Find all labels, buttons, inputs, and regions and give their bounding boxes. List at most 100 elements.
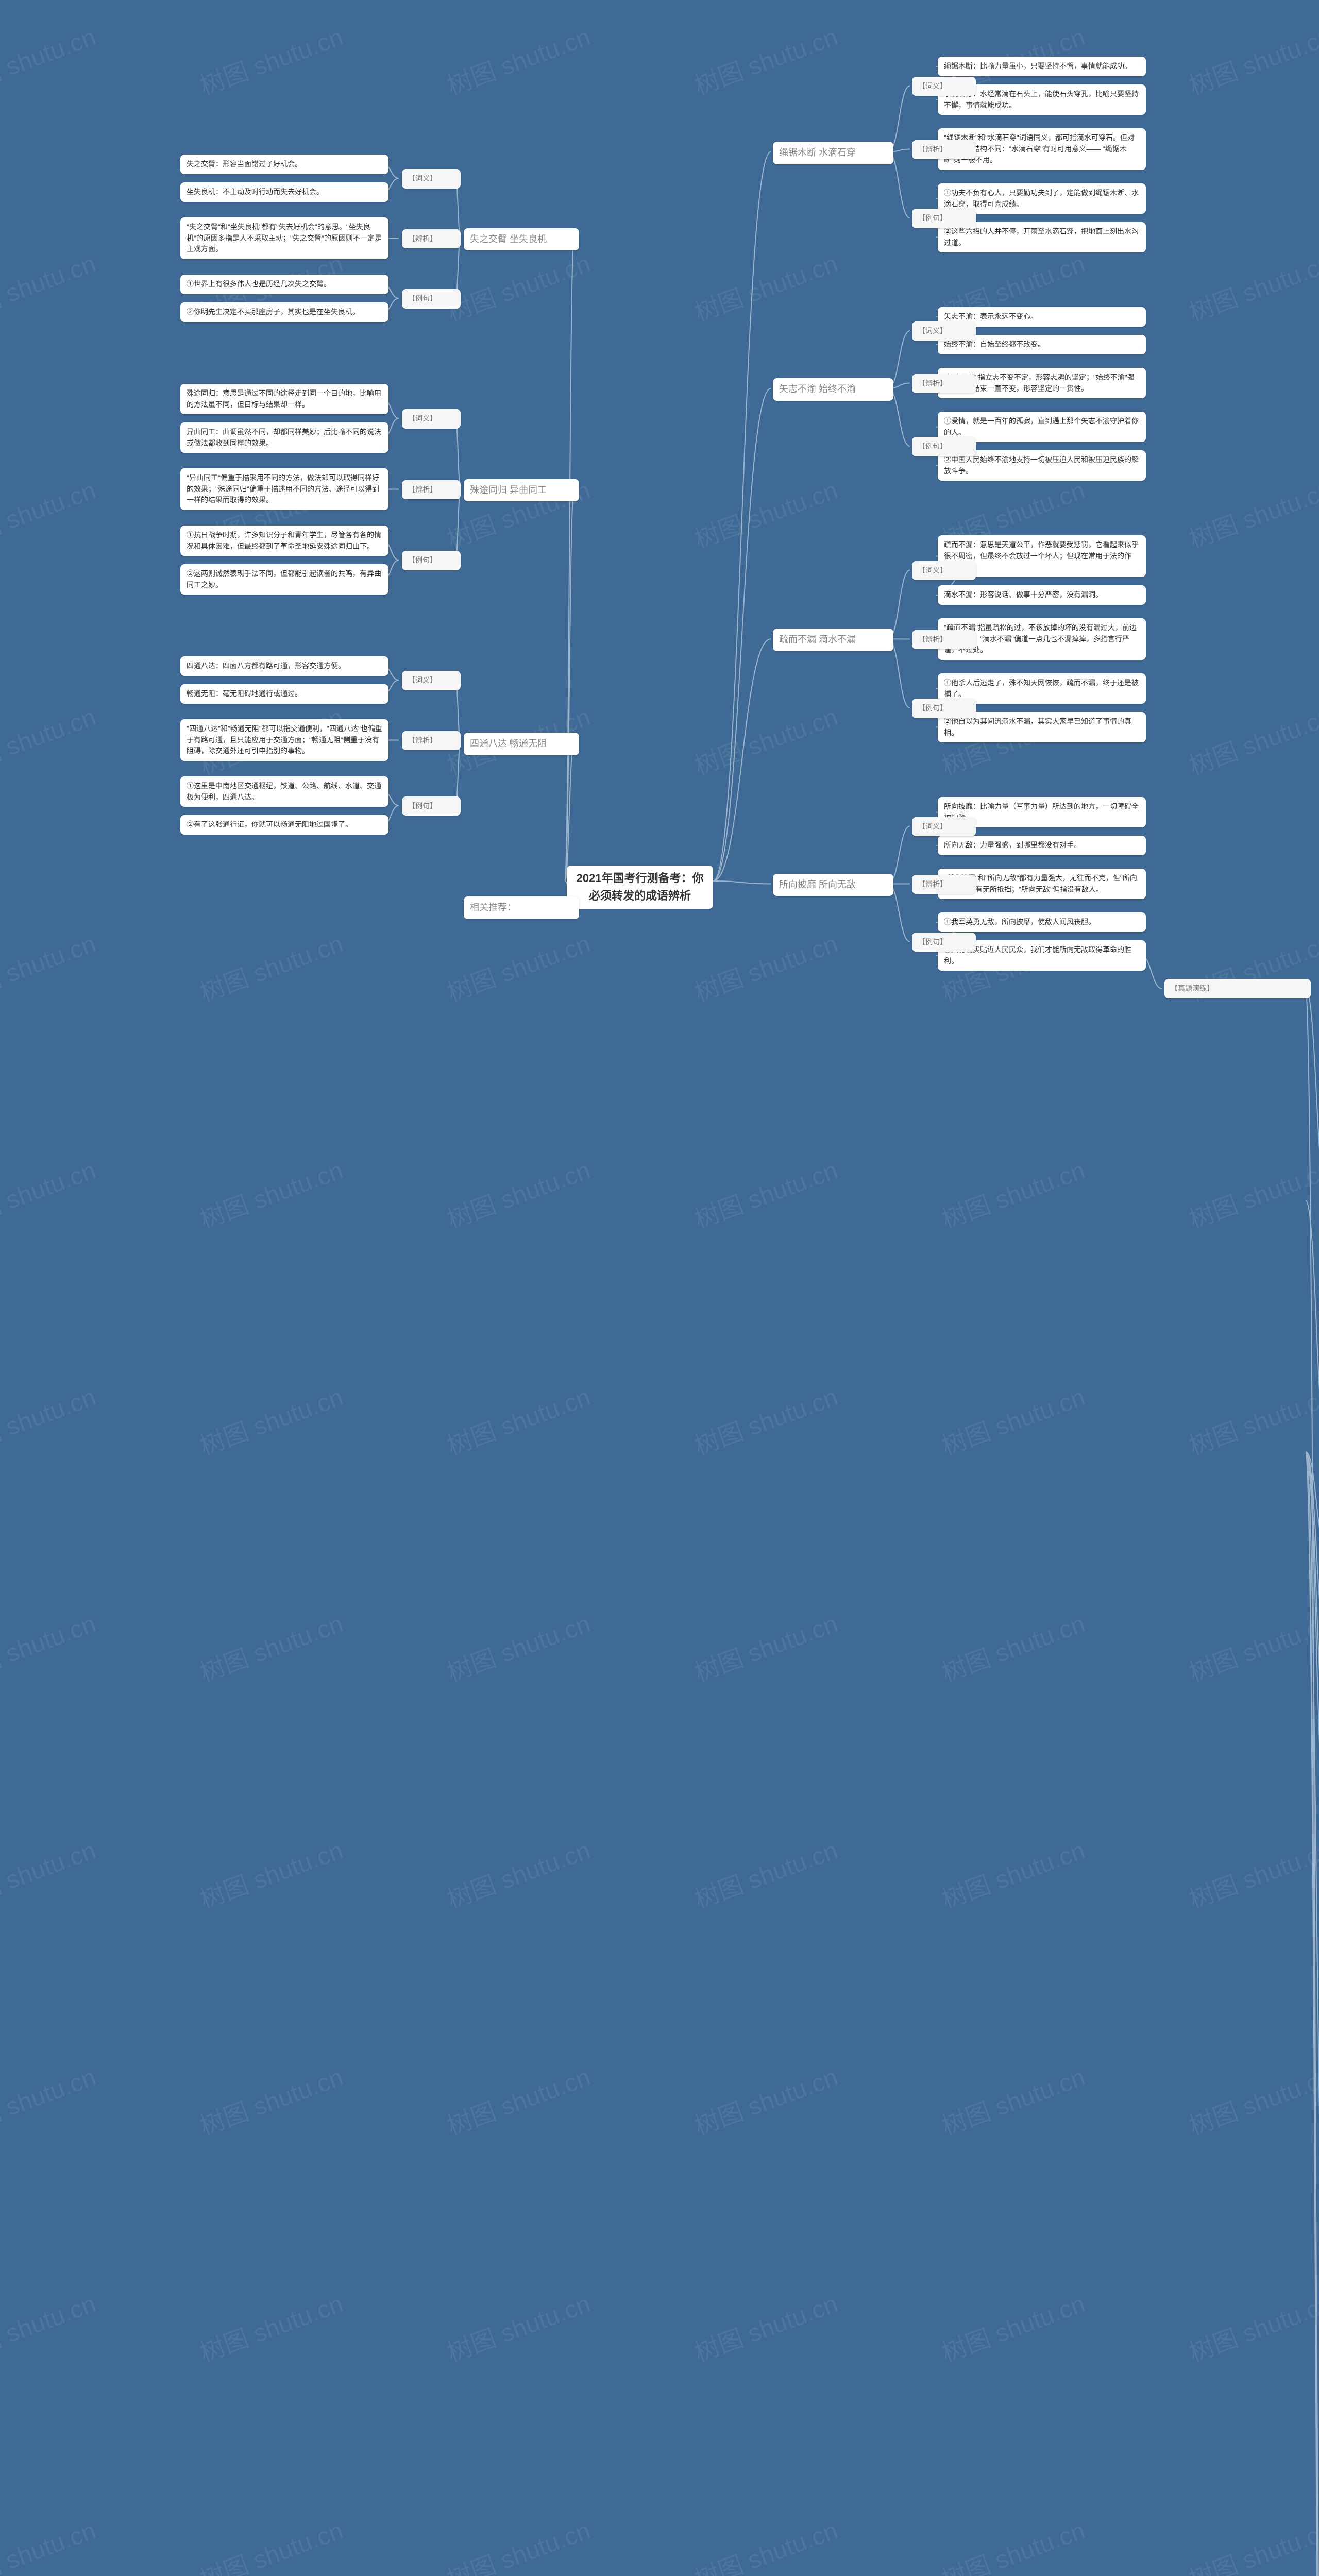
watermark: 树图 shutu.cn [442, 2283, 595, 2368]
watermark: 树图 shutu.cn [936, 1377, 1089, 1462]
node-R3c: 【例句】 [912, 699, 976, 718]
watermark: 树图 shutu.cn [0, 1150, 100, 1235]
watermark: 树图 shutu.cn [194, 1377, 347, 1462]
node-L2b1: "异曲同工"偏重于描采用不同的方法，做法却可以取得同样好的效果；"殊途同归"偏重… [180, 468, 388, 510]
node-R1b: 【辨析】 [912, 140, 976, 160]
node-L1b1: "失之交臂"和"坐失良机"都有"失去好机会"的意思。"坐失良机"的原因多指是人不… [180, 217, 388, 259]
watermark: 树图 shutu.cn [442, 243, 595, 328]
node-R3a2: 滴水不漏：形容说话、做事十分严密，没有漏洞。 [938, 585, 1146, 605]
watermark: 树图 shutu.cn [194, 2057, 347, 2142]
watermark: 树图 shutu.cn [0, 1830, 100, 1915]
node-L1c2: ②你明先生决定不买那座房子，其实也是在坐失良机。 [180, 302, 388, 322]
watermark: 树图 shutu.cn [1183, 243, 1319, 328]
node-R2c: 【例句】 [912, 437, 976, 456]
watermark: 树图 shutu.cn [0, 923, 100, 1008]
node-R2a: 【词义】 [912, 321, 976, 341]
watermark: 树图 shutu.cn [689, 1150, 842, 1235]
node-L1a1: 失之交臂：形容当面错过了好机会。 [180, 155, 388, 174]
node-L1b: 【辨析】 [402, 229, 461, 249]
node-L2a2: 异曲同工：曲调虽然不同，却都同样美妙；后比喻不同的说法或做法都收到同样的效果。 [180, 422, 388, 453]
watermark: 树图 shutu.cn [689, 1830, 842, 1915]
watermark: 树图 shutu.cn [689, 470, 842, 555]
node-R1a1: 绳锯木断：比喻力量虽小，只要坚持不懈，事情就能成功。 [938, 57, 1146, 76]
watermark: 树图 shutu.cn [689, 923, 842, 1008]
watermark: 树图 shutu.cn [0, 2510, 100, 2576]
watermark: 树图 shutu.cn [689, 1377, 842, 1462]
node-R1: 绳锯木断 水滴石穿 [773, 142, 893, 164]
watermark: 树图 shutu.cn [936, 2283, 1089, 2368]
node-L3a: 【词义】 [402, 671, 461, 690]
node-L1a: 【词义】 [402, 169, 461, 189]
watermark: 树图 shutu.cn [0, 2283, 100, 2368]
watermark: 树图 shutu.cn [689, 697, 842, 782]
node-L2c: 【例句】 [402, 551, 461, 570]
watermark: 树图 shutu.cn [689, 2057, 842, 2142]
node-L4: 相关推荐： [464, 896, 579, 919]
node-R4a: 【词义】 [912, 817, 976, 837]
node-R3a: 【词义】 [912, 561, 976, 581]
watermark: 树图 shutu.cn [0, 1603, 100, 1688]
watermark: 树图 shutu.cn [689, 243, 842, 328]
watermark: 树图 shutu.cn [442, 2510, 595, 2576]
watermark: 树图 shutu.cn [442, 1830, 595, 1915]
watermark: 树图 shutu.cn [442, 1377, 595, 1462]
node-R2b: 【辨析】 [912, 374, 976, 394]
node-L2a1: 殊途同归：意思是通过不同的途径走到同一个目的地，比喻用的方法虽不同，但目标与结果… [180, 384, 388, 414]
watermark: 树图 shutu.cn [1183, 2283, 1319, 2368]
node-L3a1: 四通八达：四面八方都有路可通，形容交通方便。 [180, 656, 388, 676]
watermark: 树图 shutu.cn [1183, 2510, 1319, 2576]
watermark: 树图 shutu.cn [0, 2057, 100, 2142]
watermark: 树图 shutu.cn [936, 1830, 1089, 1915]
watermark: 树图 shutu.cn [936, 1603, 1089, 1688]
node-L2c1: ①抗日战争时期，许多知识分子和青年学生，尽管各有各的情况和具体困难，但最终都到了… [180, 526, 388, 556]
node-L3: 四通八达 畅通无阻 [464, 733, 579, 755]
node-R4c2a: 【真题演练】 [1164, 979, 1311, 998]
node-R1a: 【词义】 [912, 77, 976, 96]
node-R1c: 【例句】 [912, 209, 976, 228]
watermark: 树图 shutu.cn [194, 1603, 347, 1688]
node-L1a2: 坐失良机：不主动及时行动而失去好机会。 [180, 182, 388, 202]
node-R4c1: ①我军英勇无敌，所向披靡，使敌人闻风丧胆。 [938, 912, 1146, 932]
watermark: 树图 shutu.cn [194, 16, 347, 101]
node-R2: 矢志不渝 始终不渝 [773, 378, 893, 401]
watermark: 树图 shutu.cn [1183, 470, 1319, 555]
node-L2c2: ②这两则诚然表现手法不同，但都能引起读者的共鸣，有异曲同工之妙。 [180, 564, 388, 595]
watermark: 树图 shutu.cn [194, 2283, 347, 2368]
watermark: 树图 shutu.cn [1183, 1830, 1319, 1915]
node-L2a: 【词义】 [402, 409, 461, 429]
node-L1c: 【例句】 [402, 289, 461, 309]
watermark: 树图 shutu.cn [0, 1377, 100, 1462]
watermark: 树图 shutu.cn [689, 2510, 842, 2576]
watermark: 树图 shutu.cn [1183, 1603, 1319, 1688]
watermark: 树图 shutu.cn [1183, 1377, 1319, 1462]
node-L3c1: ①这里是中南地区交通枢纽，铁道、公路、航线、水道、交通极为便利，四通八达。 [180, 776, 388, 807]
watermark: 树图 shutu.cn [0, 243, 100, 328]
watermark: 树图 shutu.cn [936, 2510, 1089, 2576]
node-R4b: 【辨析】 [912, 875, 976, 894]
watermark: 树图 shutu.cn [442, 1150, 595, 1235]
watermark: 树图 shutu.cn [442, 1603, 595, 1688]
watermark: 树图 shutu.cn [936, 2057, 1089, 2142]
watermark: 树图 shutu.cn [1183, 16, 1319, 101]
watermark: 树图 shutu.cn [442, 923, 595, 1008]
node-L3b1: "四通八达"和"畅通无阻"都可以指交通便利，"四通八达"也偏重于有路可通，且只能… [180, 719, 388, 761]
watermark: 树图 shutu.cn [689, 16, 842, 101]
watermark: 树图 shutu.cn [442, 2057, 595, 2142]
watermark: 树图 shutu.cn [689, 2283, 842, 2368]
node-L1c1: ①世界上有很多伟人也是历经几次失之交臂。 [180, 275, 388, 294]
node-L3c: 【例句】 [402, 796, 461, 816]
node-root: 2021年国考行测备考：你 必须转发的成语辨析 [567, 866, 713, 909]
watermark: 树图 shutu.cn [0, 470, 100, 555]
node-L3b: 【辨析】 [402, 731, 461, 751]
node-L3c2: ②有了这张通行证，你就可以畅通无阻地过国境了。 [180, 815, 388, 835]
node-L2b: 【辨析】 [402, 480, 461, 500]
watermark: 树图 shutu.cn [194, 2510, 347, 2576]
watermark: 树图 shutu.cn [0, 16, 100, 101]
node-R3: 疏而不漏 滴水不漏 [773, 629, 893, 651]
watermark: 树图 shutu.cn [1183, 2057, 1319, 2142]
watermark: 树图 shutu.cn [194, 1150, 347, 1235]
watermark: 树图 shutu.cn [0, 697, 100, 782]
node-L3a2: 畅通无阻：毫无阻碍地通行或通过。 [180, 684, 388, 704]
node-R4a2: 所向无敌：力量强盛，到哪里都没有对手。 [938, 836, 1146, 855]
watermark: 树图 shutu.cn [689, 1603, 842, 1688]
